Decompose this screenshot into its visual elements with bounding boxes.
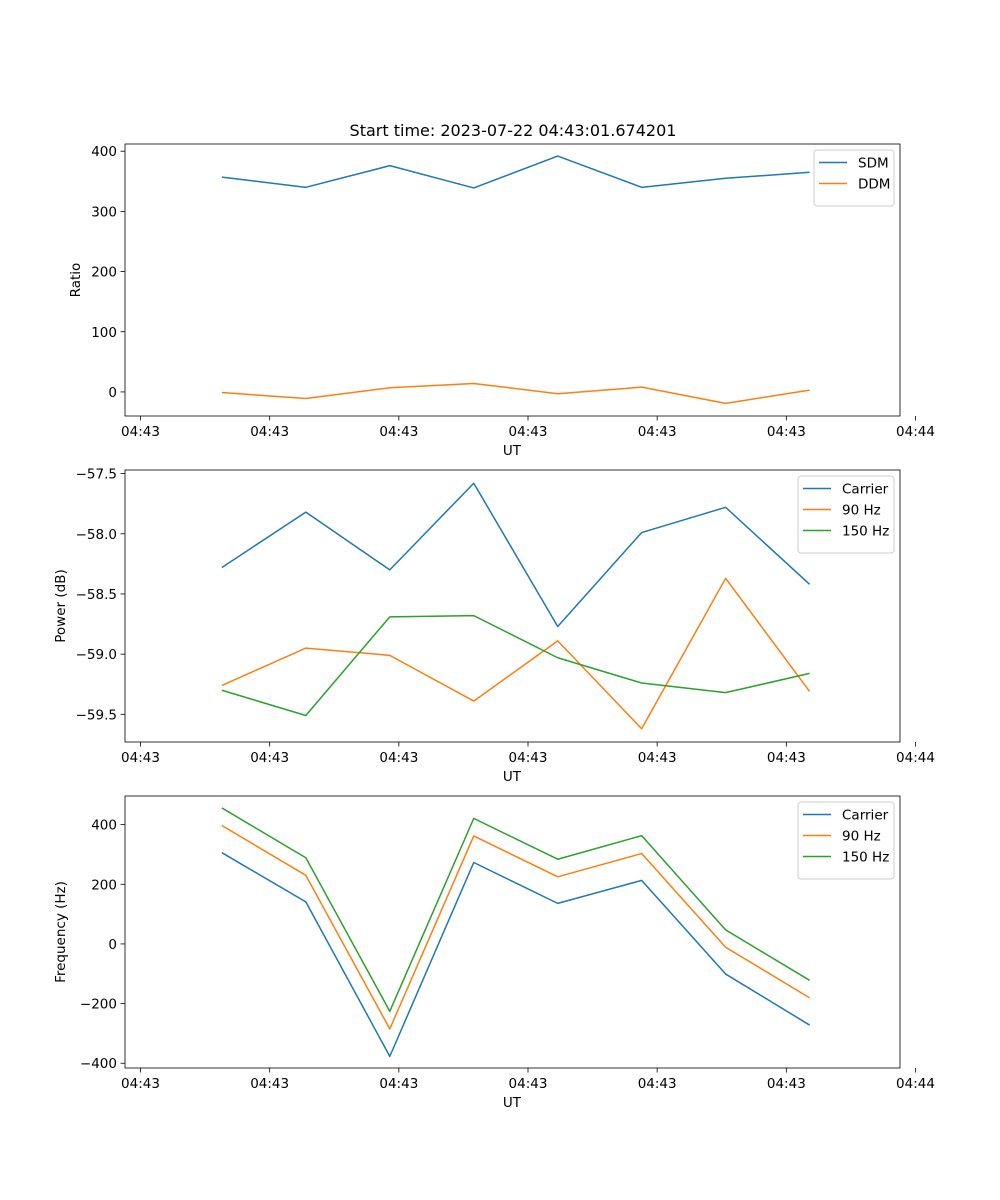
legend-label: 150 Hz (842, 524, 889, 540)
y-tick-label: −57.5 (76, 467, 117, 483)
legend-label: 90 Hz (842, 829, 881, 845)
x-tick-label: 04:44 (896, 1076, 935, 1092)
x-axis-label: UT (503, 1095, 522, 1111)
legend-label: DDM (858, 177, 890, 193)
plot-frame (124, 469, 901, 743)
legend-box (797, 475, 895, 554)
subplot-3: 04:43 04:43 04:43 04:43 04:43 04:43 04:44 −400 −… (53, 795, 935, 1111)
y-tick-label: 200 (91, 265, 117, 281)
series-line-carrier (221, 852, 810, 1058)
x-tick-label: 04:43 (379, 424, 418, 440)
x-tick-label: 04:44 (896, 424, 935, 440)
x-tick-label: 04:43 (379, 750, 418, 766)
legend: Carrier 90 Hz 150 Hz (797, 475, 895, 554)
x-axis-label: UT (503, 769, 522, 785)
x-tick-label: 04:43 (767, 750, 806, 766)
legend-label: 150 Hz (842, 850, 889, 866)
y-axis-label: Power (dB) (53, 569, 69, 642)
x-tick-label: 04:43 (509, 750, 548, 766)
y-tick-label: 400 (91, 818, 117, 834)
subplot-1: 04:43 04:43 04:43 04:43 04:43 04:43 04:44 0 100 2… (68, 143, 935, 459)
y-axis-label: Frequency (Hz) (53, 881, 69, 983)
series-line-carrier (221, 482, 811, 628)
x-tick-label: 04:43 (379, 1076, 418, 1092)
y-tick-label: −59.0 (76, 647, 117, 663)
legend-label: Carrier (842, 482, 889, 498)
legend: Carrier 90 Hz 150 Hz (797, 801, 895, 880)
y-tick-label: 0 (108, 385, 117, 401)
y-axis-label: Ratio (68, 263, 84, 298)
subplot-2: 04:43 04:43 04:43 04:43 04:43 04:43 04:44 −57.5… (53, 467, 935, 785)
x-tick-label: 04:43 (638, 750, 677, 766)
x-tick-label: 04:43 (250, 750, 289, 766)
y-tick-label: 300 (91, 204, 117, 220)
x-tick-label: 04:43 (509, 424, 548, 440)
legend: SDM DDM (813, 149, 895, 207)
series-line-ddm (221, 382, 810, 405)
x-tick-label: 04:43 (509, 1076, 548, 1092)
series-line-150-hz (221, 807, 810, 1013)
legend-box (813, 149, 895, 207)
x-tick-label: 04:43 (638, 424, 677, 440)
y-tick-label: 200 (91, 877, 117, 893)
plot-frame (124, 143, 901, 417)
x-tick-label: 04:43 (767, 424, 806, 440)
x-tick-label: 04:43 (638, 1076, 677, 1092)
x-tick-label: 04:43 (121, 750, 160, 766)
y-tick-label: −400 (80, 1056, 117, 1072)
legend-label: SDM (858, 156, 889, 172)
y-tick-label: −58.5 (76, 587, 117, 603)
x-axis-label: UT (503, 443, 522, 459)
y-tick-label: 0 (108, 937, 117, 953)
x-tick-label: 04:43 (767, 1076, 806, 1092)
y-tick-label: 400 (91, 144, 117, 160)
series-line-150-hz (221, 614, 810, 717)
x-tick-label: 04:43 (250, 1076, 289, 1092)
x-tick-label: 04:43 (121, 1076, 160, 1092)
x-tick-label: 04:43 (250, 424, 289, 440)
legend-label: Carrier (842, 808, 889, 824)
y-tick-label: −59.5 (76, 707, 117, 723)
x-tick-label: 04:43 (121, 424, 160, 440)
plot-frame (124, 795, 901, 1069)
y-tick-label: −58.0 (76, 527, 117, 543)
y-tick-label: −200 (80, 997, 117, 1013)
y-tick-label: 100 (91, 325, 117, 341)
legend-label: 90 Hz (842, 503, 881, 519)
series-line-sdm (221, 155, 810, 189)
legend-box (797, 801, 895, 880)
series-line-90-hz (221, 824, 810, 1030)
series-line-90-hz (221, 577, 811, 730)
chart-title: Start time: 2023-07-22 04:43:01.674201 (350, 121, 677, 140)
x-tick-label: 04:44 (896, 750, 935, 766)
